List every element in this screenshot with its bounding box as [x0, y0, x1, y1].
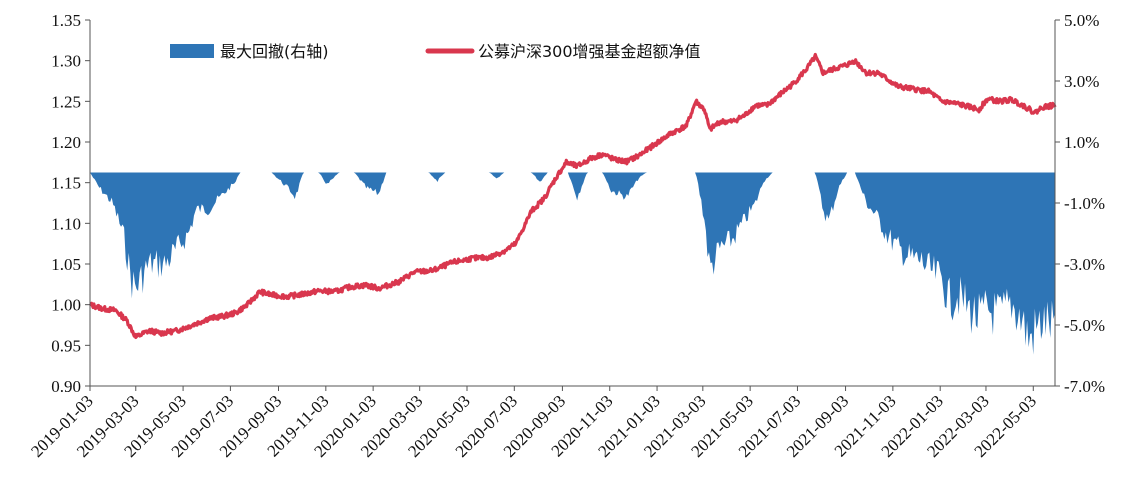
- nav-line: [88, 52, 1057, 340]
- y-right-tick-label: 5.0%: [1064, 11, 1099, 30]
- drawdown-area: [90, 172, 1055, 355]
- y-left-tick-label: 1.30: [51, 52, 81, 71]
- y-right-tick-label: -3.0%: [1064, 255, 1105, 274]
- y-left-tick-label: 0.90: [51, 377, 81, 396]
- y-right-tick-label: -5.0%: [1064, 316, 1105, 335]
- y-left-tick-label: 1.15: [51, 174, 81, 193]
- y-right-tick-label: -7.0%: [1064, 377, 1105, 396]
- drawdown-area-layer: [90, 172, 1055, 355]
- y-left-tick-label: 1.20: [51, 133, 81, 152]
- y-left-tick-label: 0.95: [51, 336, 81, 355]
- y-left-tick-label: 1.10: [51, 214, 81, 233]
- legend-label-drawdown: 最大回撤(右轴): [220, 42, 329, 61]
- legend-label-nav: 公募沪深300增强基金超额净值: [478, 42, 701, 61]
- y-left-tick-label: 1.05: [51, 255, 81, 274]
- y-right-tick-label: -1.0%: [1064, 194, 1105, 213]
- y-left-tick-label: 1.25: [51, 92, 81, 111]
- y-left-tick-label: 1.00: [51, 296, 81, 315]
- legend: 最大回撤(右轴) 公募沪深300增强基金超额净值: [170, 42, 701, 61]
- nav-line-layer: [88, 52, 1057, 340]
- legend-swatch-drawdown: [170, 44, 214, 58]
- y-right-tick-label: 3.0%: [1064, 72, 1099, 91]
- y-right-tick-label: 1.0%: [1064, 133, 1099, 152]
- y-left-tick-label: 1.35: [51, 11, 81, 30]
